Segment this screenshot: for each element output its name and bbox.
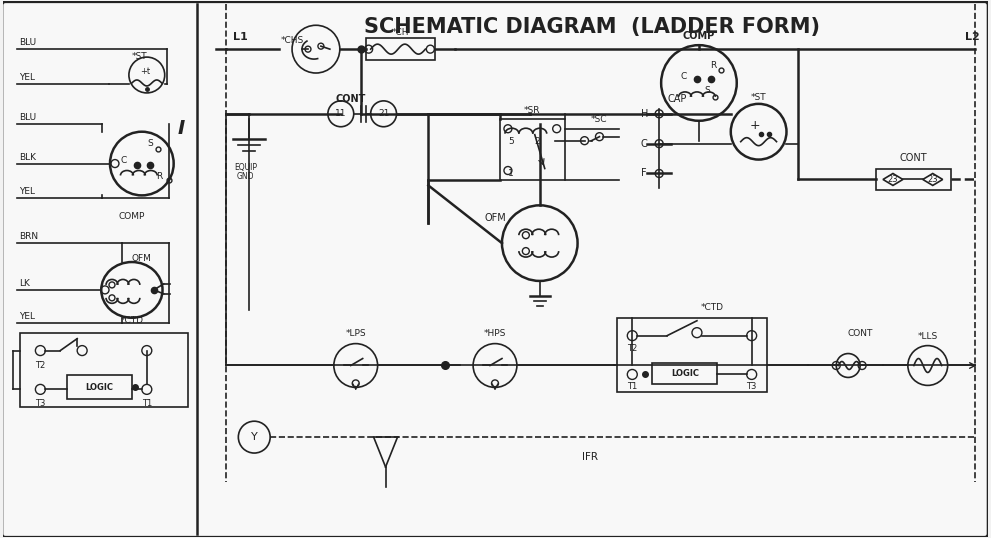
FancyBboxPatch shape (617, 318, 767, 392)
Text: CONT: CONT (336, 94, 366, 104)
Text: 23: 23 (928, 175, 938, 184)
Text: *SC: *SC (592, 115, 607, 124)
Text: IFR: IFR (582, 452, 598, 462)
FancyBboxPatch shape (67, 376, 132, 399)
Text: EQUIP: EQUIP (234, 162, 257, 172)
Text: LOGIC: LOGIC (85, 383, 114, 392)
Text: SCHEMATIC DIAGRAM  (LADDER FORM): SCHEMATIC DIAGRAM (LADDER FORM) (364, 17, 820, 37)
Text: +: + (749, 119, 760, 132)
Text: *ST: *ST (132, 52, 148, 61)
Text: CONT: CONT (847, 329, 873, 338)
Text: BRN: BRN (20, 232, 39, 241)
FancyBboxPatch shape (500, 119, 565, 180)
Text: BLU: BLU (20, 113, 37, 122)
FancyBboxPatch shape (366, 38, 435, 60)
Text: S: S (147, 139, 153, 148)
Text: T1: T1 (142, 399, 152, 408)
Text: BLU: BLU (20, 38, 37, 47)
Text: COMP: COMP (119, 213, 145, 221)
Text: 11: 11 (335, 109, 347, 118)
Text: F: F (641, 168, 647, 179)
Text: LOGIC: LOGIC (671, 369, 699, 378)
Text: Y: Y (251, 432, 258, 442)
Text: GND: GND (237, 172, 254, 181)
FancyBboxPatch shape (21, 332, 187, 407)
Text: CONT: CONT (899, 153, 927, 162)
Text: T3: T3 (746, 383, 757, 392)
Text: *HPS: *HPS (484, 329, 506, 338)
Text: LK: LK (20, 279, 31, 288)
Text: CAP: CAP (667, 94, 687, 104)
Text: 1: 1 (508, 168, 513, 178)
Text: *SR: *SR (524, 106, 540, 115)
Text: BLK: BLK (20, 153, 37, 161)
Text: 21: 21 (378, 109, 389, 118)
Text: T2: T2 (36, 360, 46, 370)
Text: YEL: YEL (20, 73, 36, 82)
Text: YEL: YEL (20, 187, 36, 196)
FancyBboxPatch shape (876, 168, 950, 190)
Text: L1: L1 (233, 32, 248, 42)
Text: *ST: *ST (751, 93, 766, 102)
Text: T2: T2 (627, 344, 637, 352)
Text: R: R (157, 172, 163, 181)
Text: T1: T1 (627, 383, 637, 392)
Text: *LLS: *LLS (918, 331, 937, 341)
Text: R: R (710, 61, 716, 69)
Text: C: C (681, 73, 687, 81)
Text: *LPS: *LPS (346, 329, 366, 338)
Text: 5: 5 (508, 137, 513, 146)
Text: YEL: YEL (20, 312, 36, 321)
Text: S: S (704, 87, 710, 95)
Text: L2: L2 (964, 32, 979, 42)
Text: *CH: *CH (391, 28, 409, 37)
Text: C: C (121, 156, 127, 165)
FancyBboxPatch shape (652, 363, 716, 385)
Text: OFM: OFM (132, 253, 152, 263)
Text: *CTD: *CTD (701, 303, 723, 312)
Text: 23: 23 (888, 175, 898, 184)
Text: +t: +t (140, 67, 150, 75)
Text: OFM: OFM (485, 213, 505, 223)
Text: *CHS: *CHS (281, 36, 304, 45)
Text: H: H (640, 109, 648, 119)
Text: T3: T3 (35, 399, 46, 408)
Text: *CTD: *CTD (120, 316, 144, 325)
Text: 2: 2 (535, 137, 540, 146)
Text: C: C (641, 139, 647, 148)
Text: I: I (178, 119, 185, 138)
Text: COMP: COMP (683, 31, 716, 41)
